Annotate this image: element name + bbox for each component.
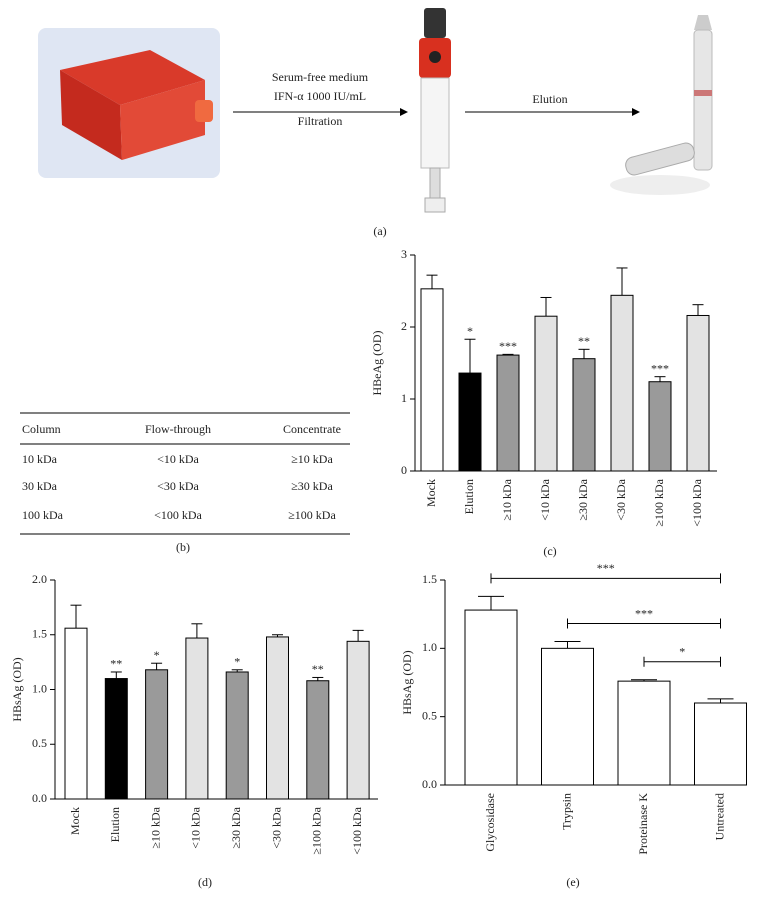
x-tick-label: ≥30 kDa [229, 806, 243, 848]
panel-label: (e) [566, 875, 579, 889]
x-tick-label: ≥30 kDa [576, 478, 590, 520]
significance: * [679, 645, 685, 659]
y-tick-label: 2 [401, 319, 407, 333]
x-tick-label: Proteinase K [636, 793, 650, 855]
bar [534, 315, 558, 472]
significance: *** [499, 339, 517, 353]
table-header: Concentrate [283, 422, 341, 436]
table-header: Flow-through [145, 422, 211, 436]
significance: ** [110, 657, 122, 671]
significance: * [154, 648, 160, 662]
significance: * [234, 655, 240, 669]
bar [104, 678, 128, 800]
x-tick-label: <10 kDa [538, 478, 552, 520]
y-tick-label: 0 [401, 463, 407, 477]
table-cell: ≥30 kDa [291, 479, 333, 493]
bar [266, 636, 289, 800]
x-tick-label: Trypsin [559, 793, 573, 830]
table-cell: 100 kDa [22, 508, 64, 522]
step-text: Elution [532, 92, 567, 106]
y-tick-label: 0.0 [32, 791, 47, 805]
table-cell: 30 kDa [22, 479, 58, 493]
y-tick-label: 1.0 [32, 681, 47, 695]
bar [225, 671, 249, 800]
flask-image [38, 28, 220, 178]
bar [694, 702, 747, 786]
step-text: IFN-α 1000 IU/mL [274, 89, 366, 103]
panel-label: (d) [198, 875, 212, 889]
x-tick-label: <100 kDa [690, 478, 704, 526]
table-cell: <10 kDa [157, 452, 199, 466]
bar [185, 637, 209, 800]
x-tick-label: <100 kDa [350, 806, 364, 854]
bar [686, 314, 710, 472]
y-axis-label: HBsAg (OD) [10, 657, 24, 721]
x-tick-label: ≥10 kDa [148, 806, 162, 848]
x-tick-label: ≥10 kDa [500, 478, 514, 520]
table-header: Column [22, 422, 61, 436]
significance: *** [635, 606, 653, 620]
arrow-head [632, 108, 640, 116]
step-text: Serum-free medium [272, 70, 369, 84]
panel-label: (b) [176, 540, 190, 554]
y-tick-label: 1.0 [422, 640, 437, 654]
x-tick-label: <10 kDa [189, 806, 203, 848]
tube-image [610, 15, 713, 195]
bar [617, 680, 671, 786]
y-tick-label: 1.5 [32, 627, 47, 641]
x-tick-label: Untreated [712, 793, 726, 840]
y-tick-label: 1 [401, 391, 407, 405]
bar [496, 354, 520, 472]
y-tick-label: 0.0 [422, 777, 437, 791]
x-tick-label: <30 kDa [614, 478, 628, 520]
bar [541, 647, 594, 786]
x-tick-label: Mock [68, 807, 82, 835]
bar [64, 627, 88, 800]
significance: ** [578, 334, 590, 348]
y-axis-label: HBeAg (OD) [370, 331, 384, 396]
y-tick-label: 1.5 [422, 572, 437, 586]
bar [648, 381, 672, 472]
column-image [419, 8, 451, 213]
x-tick-label: Elution [108, 807, 122, 842]
table-cell: <30 kDa [157, 479, 199, 493]
x-tick-label: ≥100 kDa [652, 478, 666, 526]
table-cell: <100 kDa [154, 508, 202, 522]
bar [346, 640, 370, 800]
bar [610, 294, 634, 472]
table-cell: 10 kDa [22, 452, 58, 466]
table-cell: ≥100 kDa [288, 508, 336, 522]
y-tick-label: 3 [401, 247, 407, 261]
x-tick-label: Mock [424, 479, 438, 507]
x-tick-label: ≥100 kDa [310, 806, 324, 854]
bar [145, 669, 169, 800]
panel-label: (a) [373, 224, 386, 238]
bar [306, 680, 330, 800]
y-axis-label: HBsAg (OD) [400, 650, 414, 714]
significance: *** [597, 561, 615, 575]
y-tick-label: 2.0 [32, 572, 47, 586]
panel-label: (c) [543, 544, 556, 558]
significance: * [467, 324, 473, 338]
x-tick-label: Elution [462, 479, 476, 514]
arrow-head [400, 108, 408, 116]
table-cell: ≥10 kDa [291, 452, 333, 466]
bar [572, 358, 596, 472]
step-text: Filtration [298, 114, 343, 128]
y-tick-label: 0.5 [422, 708, 437, 722]
y-tick-label: 0.5 [32, 736, 47, 750]
x-tick-label: Glycosidase [483, 793, 497, 852]
bar [464, 609, 518, 786]
x-tick-label: <30 kDa [269, 806, 283, 848]
significance: *** [651, 361, 669, 375]
significance: ** [312, 662, 324, 676]
table-body: 10 kDa <10 kDa ≥10 kDa 30 kDa <30 kDa ≥30 kDa… [22, 452, 336, 522]
bar [420, 288, 444, 472]
bar [458, 372, 482, 472]
